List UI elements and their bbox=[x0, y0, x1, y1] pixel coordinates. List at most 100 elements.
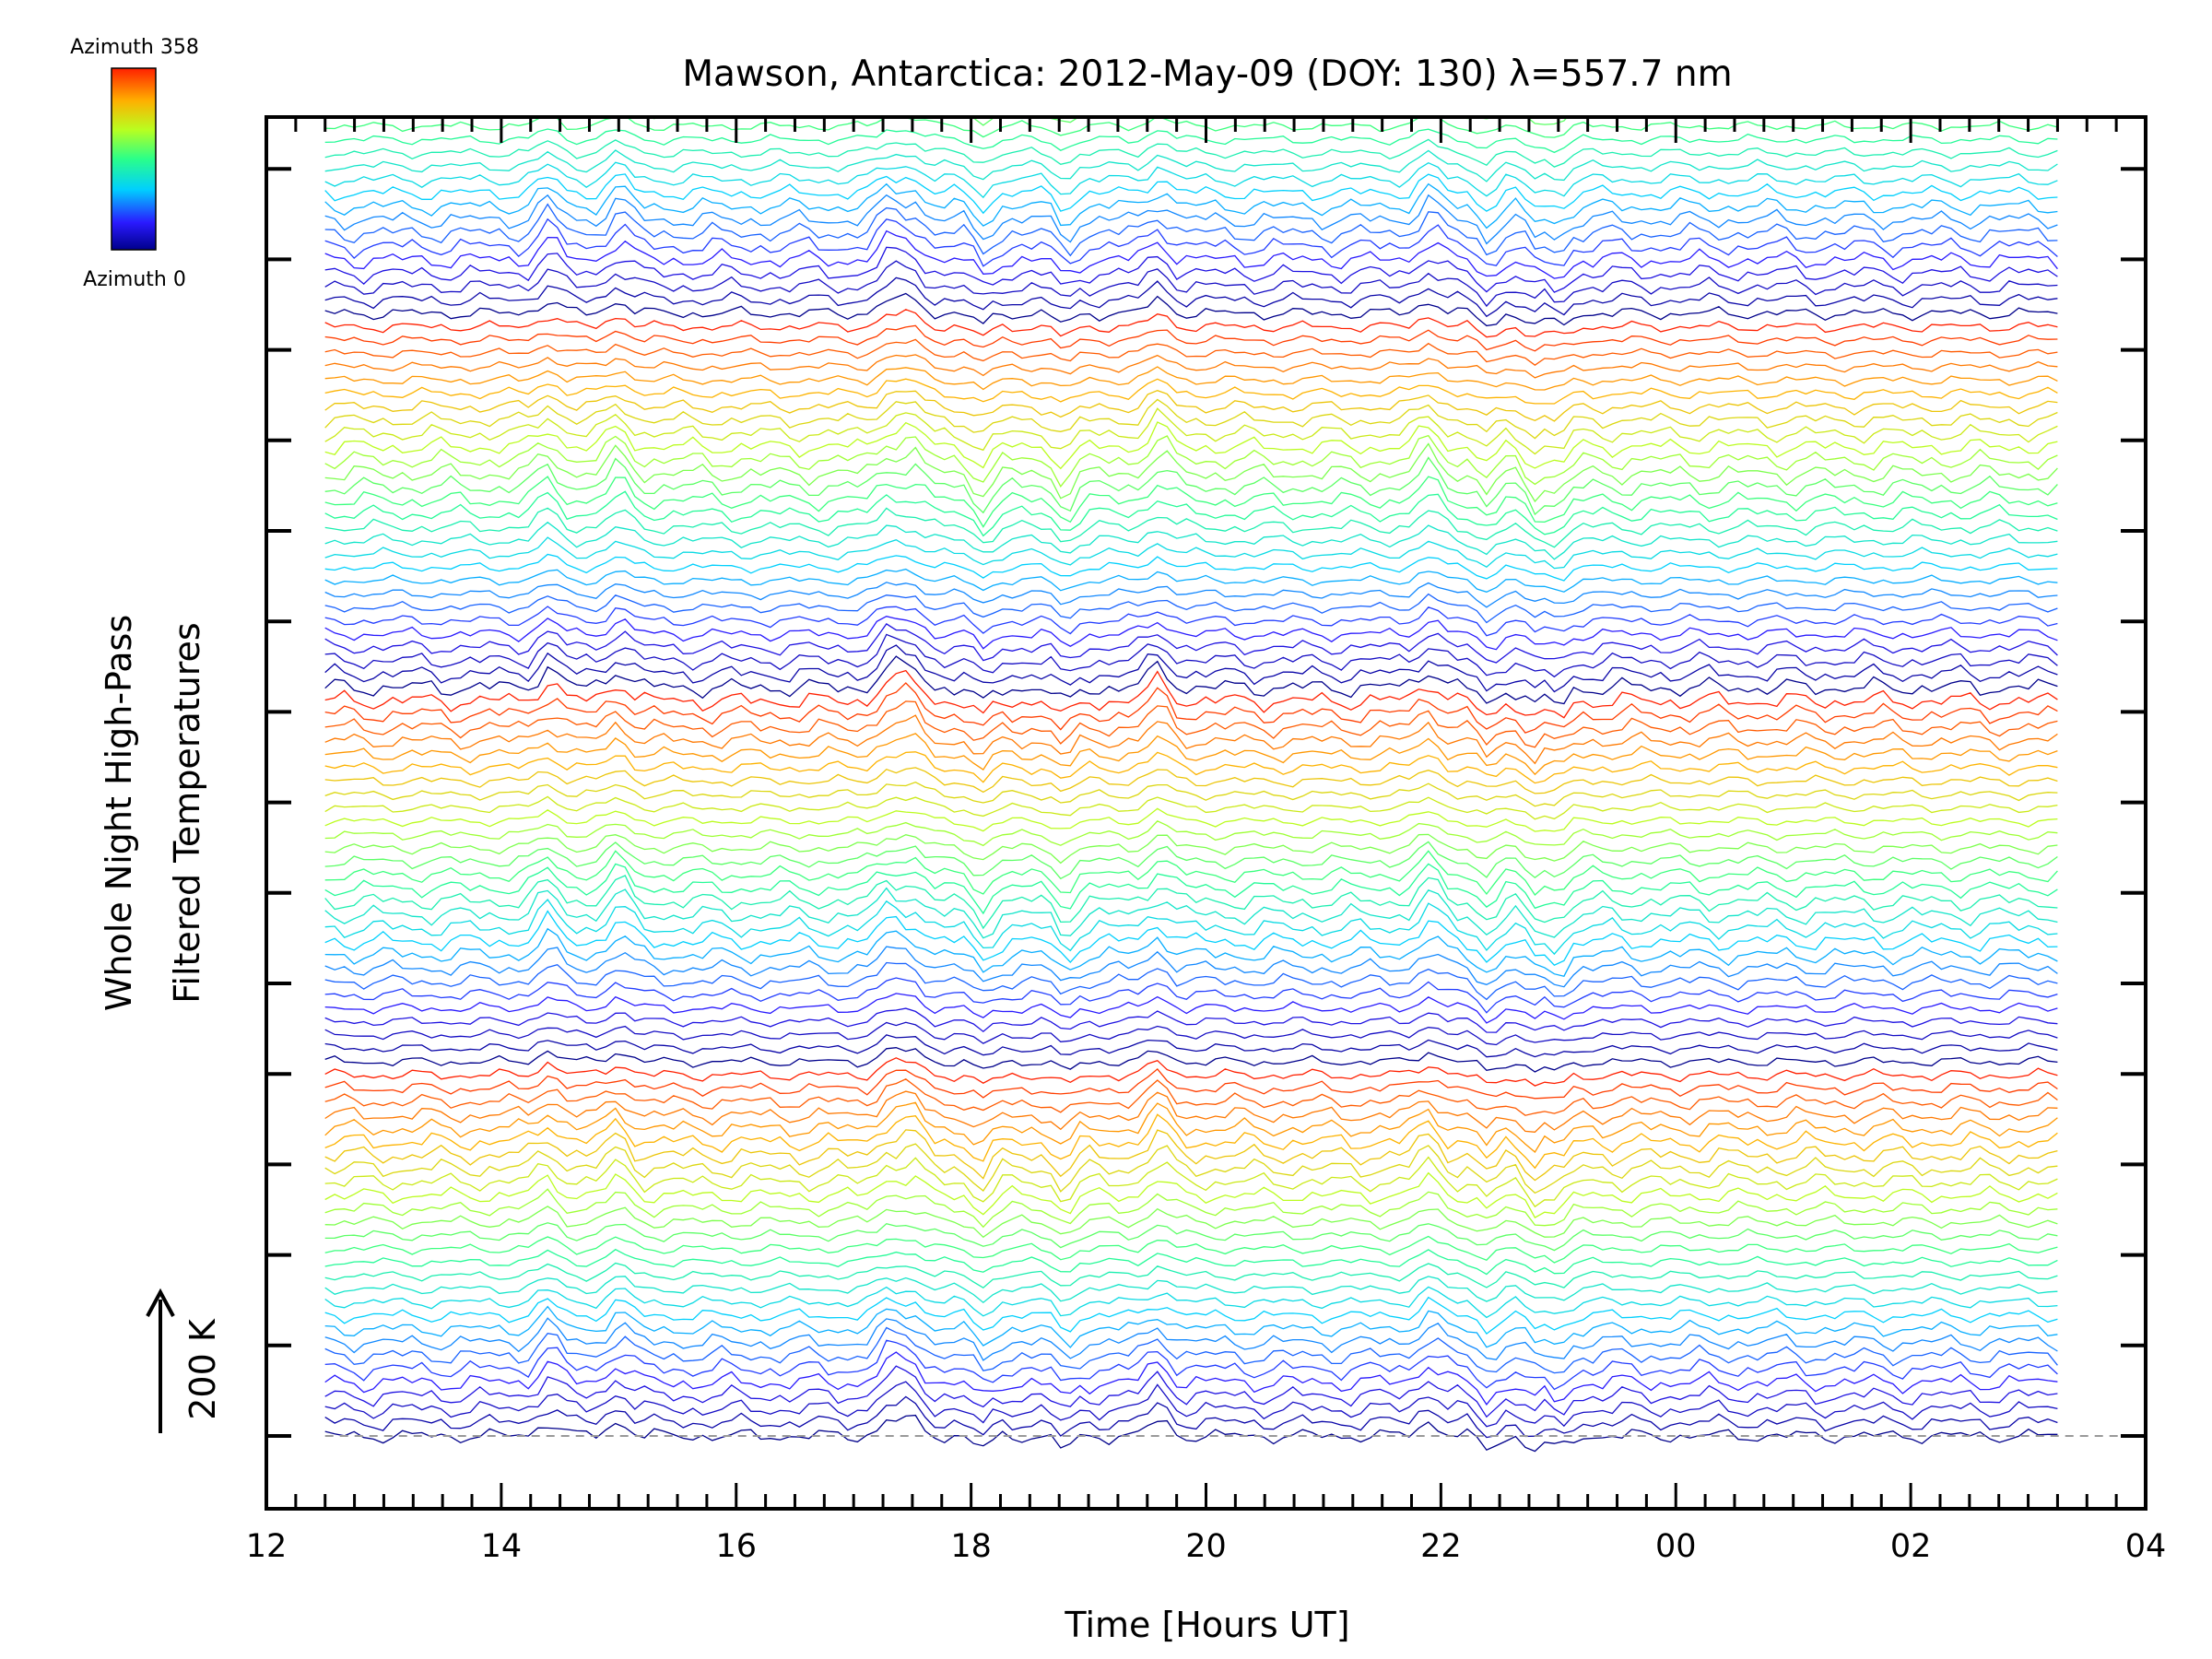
trace-32 bbox=[324, 993, 2058, 1024]
trace-53 bbox=[324, 700, 2058, 748]
traces bbox=[324, 0, 2058, 1453]
trace-3 bbox=[324, 1365, 2058, 1418]
trace-6 bbox=[324, 1326, 2058, 1374]
scale-bar: 200 K bbox=[146, 1288, 223, 1433]
x-tick-label: 04 bbox=[2125, 1528, 2167, 1565]
trace-86 bbox=[324, 260, 2058, 308]
trace-12 bbox=[324, 1262, 2058, 1288]
trace-26 bbox=[324, 1067, 2058, 1100]
trace-51 bbox=[324, 733, 2058, 776]
trace-27 bbox=[324, 1057, 2058, 1087]
x-tick-label: 22 bbox=[1420, 1528, 1462, 1565]
trace-5 bbox=[324, 1339, 2058, 1391]
x-axis-label: Time [Hours UT] bbox=[1064, 1605, 1349, 1645]
trace-30 bbox=[324, 1021, 2058, 1046]
trace-37 bbox=[324, 910, 2058, 966]
scale-bar-arrowhead-icon bbox=[146, 1288, 175, 1317]
colorbar-bottom-label: Azimuth 0 bbox=[83, 268, 186, 291]
trace-38 bbox=[324, 898, 2058, 956]
trace-58 bbox=[324, 633, 2058, 678]
trace-106 bbox=[325, 0, 2058, 40]
trace-20 bbox=[324, 1143, 2058, 1194]
trace-56 bbox=[324, 655, 2058, 705]
trace-14 bbox=[324, 1235, 2058, 1264]
trace-91 bbox=[324, 194, 2058, 245]
trace-69 bbox=[324, 490, 2058, 537]
trace-29 bbox=[324, 1034, 2058, 1058]
trace-78 bbox=[324, 378, 2058, 405]
trace-70 bbox=[324, 476, 2058, 528]
trace-1 bbox=[324, 1395, 2058, 1439]
x-tick-label: 14 bbox=[481, 1528, 523, 1565]
x-tick-label: 18 bbox=[950, 1528, 992, 1565]
trace-49 bbox=[324, 767, 2058, 794]
trace-15 bbox=[324, 1222, 2058, 1252]
trace-82 bbox=[324, 324, 2058, 352]
trace-11 bbox=[324, 1276, 2058, 1304]
trace-77 bbox=[324, 390, 2058, 422]
trace-24 bbox=[324, 1090, 2058, 1133]
trace-71 bbox=[324, 456, 2058, 516]
trace-93 bbox=[324, 173, 2058, 215]
trace-89 bbox=[324, 218, 2058, 267]
x-tick-label: 02 bbox=[1890, 1528, 1932, 1565]
y-axis-label: Whole Night High-Pass Filtered Temperatu… bbox=[99, 615, 207, 1011]
trace-46 bbox=[324, 807, 2058, 832]
trace-73 bbox=[324, 434, 2058, 488]
trace-105 bbox=[325, 6, 2058, 58]
trace-72 bbox=[324, 442, 2058, 503]
trace-61 bbox=[324, 606, 2058, 637]
trace-107 bbox=[325, 0, 2058, 24]
trace-19 bbox=[324, 1156, 2058, 1208]
trace-68 bbox=[324, 507, 2058, 548]
trace-9 bbox=[324, 1296, 2058, 1335]
trace-35 bbox=[324, 946, 2058, 988]
trace-94 bbox=[324, 161, 2058, 199]
y-axis-label-line-2: Filtered Temperatures bbox=[167, 622, 207, 1003]
trace-81 bbox=[324, 338, 2058, 366]
trace-63 bbox=[324, 582, 2058, 608]
colorbar-gradient bbox=[111, 67, 157, 251]
trace-79 bbox=[324, 366, 2058, 391]
x-tick-label: 12 bbox=[246, 1528, 288, 1565]
trace-96 bbox=[324, 138, 2058, 168]
trace-36 bbox=[324, 927, 2058, 977]
trace-47 bbox=[324, 795, 2058, 820]
x-tick-labels: 12 14 16 18 20 22 00 02 04 bbox=[246, 1528, 2167, 1565]
trace-40 bbox=[324, 875, 2058, 930]
trace-59 bbox=[324, 623, 2058, 664]
trace-39 bbox=[324, 887, 2058, 939]
trace-45 bbox=[324, 820, 2058, 847]
trace-88 bbox=[324, 229, 2058, 279]
trace-7 bbox=[324, 1317, 2058, 1361]
trace-75 bbox=[324, 407, 2058, 455]
trace-57 bbox=[324, 644, 2058, 693]
colorbar: Azimuth 358 Azimuth 0 bbox=[70, 36, 199, 291]
trace-34 bbox=[324, 961, 2058, 1001]
trace-13 bbox=[324, 1248, 2058, 1276]
trace-67 bbox=[324, 521, 2058, 560]
trace-22 bbox=[324, 1113, 2058, 1170]
trace-43 bbox=[324, 841, 2058, 880]
trace-28 bbox=[324, 1047, 2058, 1073]
trace-33 bbox=[324, 977, 2058, 1014]
trace-16 bbox=[324, 1206, 2058, 1239]
trace-85 bbox=[324, 276, 2058, 318]
trace-17 bbox=[324, 1188, 2058, 1229]
trace-8 bbox=[324, 1305, 2058, 1348]
trace-60 bbox=[324, 616, 2058, 651]
trace-50 bbox=[324, 751, 2058, 784]
trace-62 bbox=[324, 593, 2058, 624]
trace-66 bbox=[324, 536, 2058, 570]
trace-21 bbox=[324, 1129, 2058, 1182]
trace-48 bbox=[324, 781, 2058, 807]
colorbar-top-label: Azimuth 358 bbox=[70, 36, 199, 59]
trace-41 bbox=[324, 863, 2058, 915]
trace-64 bbox=[324, 568, 2058, 593]
trace-92 bbox=[324, 182, 2058, 229]
trace-90 bbox=[324, 203, 2058, 257]
trace-25 bbox=[324, 1078, 2058, 1116]
trace-65 bbox=[324, 553, 2058, 582]
trace-18 bbox=[324, 1171, 2058, 1218]
